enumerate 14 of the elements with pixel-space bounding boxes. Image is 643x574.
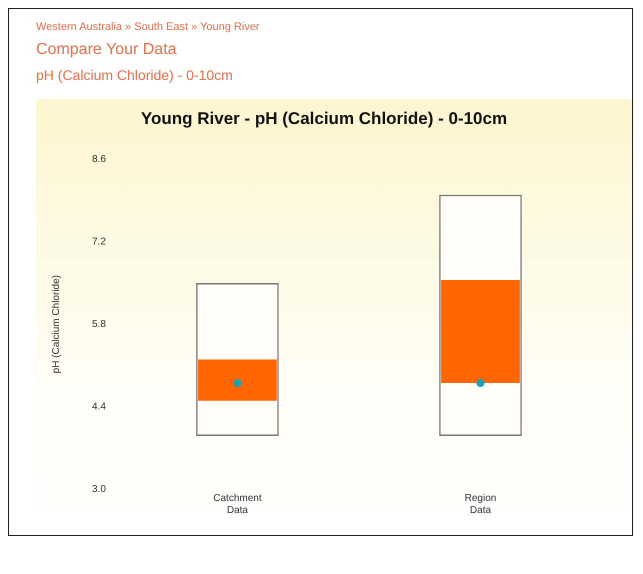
chart-title: Young River - pH (Calcium Chloride) - 0-10cm <box>140 108 508 128</box>
y-tick-label: 7.2 <box>92 236 106 248</box>
y-tick-label: 4.4 <box>92 401 106 412</box>
text: Compare Your Data <box>36 41 178 59</box>
text: pH (Calcium Chloride) - 0-10cm <box>36 67 234 83</box>
y-axis-title: pH (Calcium Chloride) <box>50 275 62 374</box>
text: Western Australia » South East » Young River <box>36 21 261 33</box>
x-tick-label: Catchment Data <box>213 492 262 516</box>
y-tick-label: 3.0 <box>92 484 106 495</box>
bar <box>198 360 277 401</box>
y-tick-label: 8.6 <box>92 154 106 166</box>
bar <box>441 280 520 384</box>
x-tick-label: Region Data <box>464 492 496 516</box>
y-tick-label: 5.8 <box>92 318 106 330</box>
